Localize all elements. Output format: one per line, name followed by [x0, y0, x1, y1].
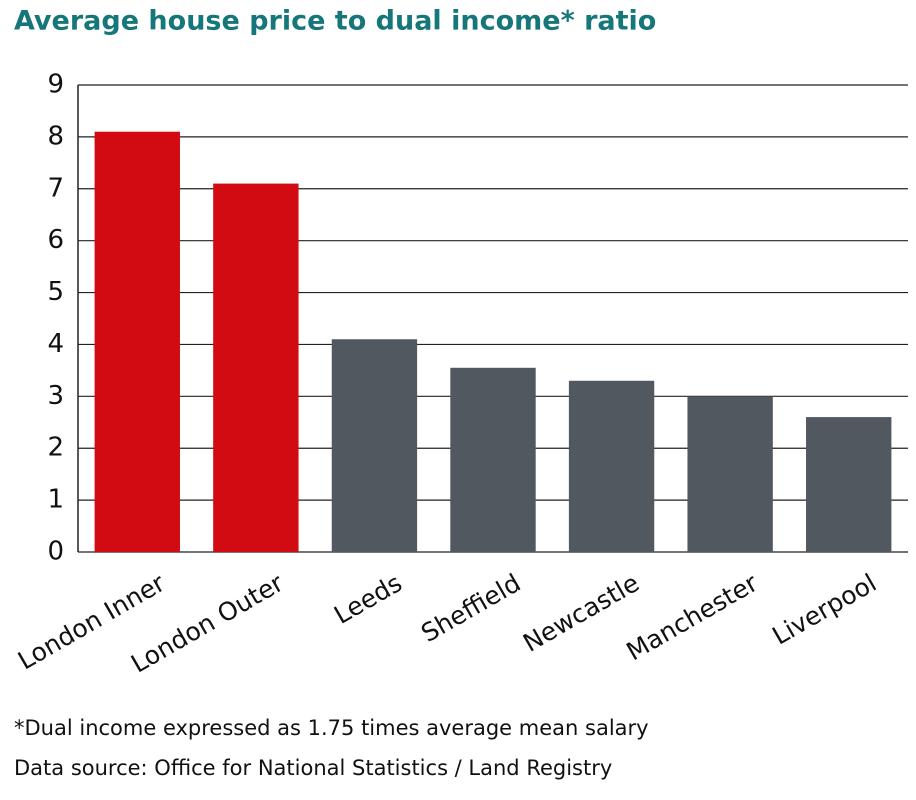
x-tick-label: Sheffield: [416, 568, 525, 648]
footnote: *Dual income expressed as 1.75 times ave…: [14, 716, 649, 740]
source-note: Data source: Office for National Statist…: [14, 756, 612, 780]
bar: [687, 396, 773, 552]
bar: [450, 367, 536, 552]
bar: [94, 131, 180, 552]
bar: [568, 380, 655, 552]
x-tick-label: Manchester: [622, 568, 764, 667]
chart-title: Average house price to dual income* rati…: [14, 6, 656, 37]
y-tick-label: 0: [47, 537, 64, 567]
y-tick-label: 3: [47, 381, 64, 411]
y-tick-label: 4: [47, 329, 64, 359]
bar: [806, 417, 892, 552]
y-tick-label: 2: [47, 433, 64, 463]
y-tick-label: 1: [47, 485, 64, 515]
x-tick-label: Leeds: [329, 568, 407, 630]
y-tick-label: 9: [47, 70, 64, 100]
y-tick-label: 5: [47, 277, 64, 307]
x-tick-label: Liverpool: [767, 568, 881, 650]
bar: [331, 339, 418, 552]
y-tick-label: 6: [47, 225, 64, 255]
y-tick-label: 7: [47, 173, 64, 203]
y-tick-label: 8: [47, 121, 64, 151]
bar: [213, 183, 299, 553]
